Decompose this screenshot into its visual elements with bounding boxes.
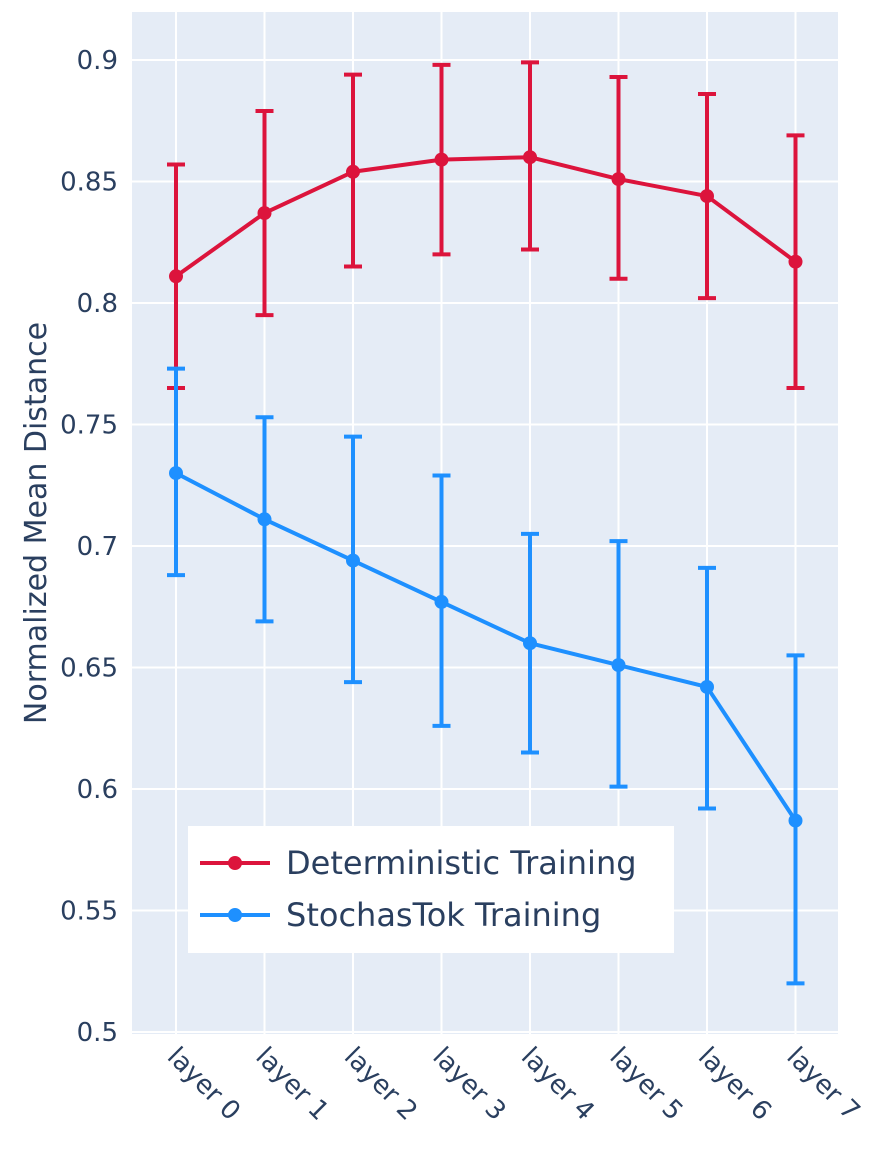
data-point — [169, 466, 183, 481]
data-point — [523, 150, 537, 165]
y-tick-label: 0.65 — [60, 654, 118, 684]
y-axis-ticks: 0.5 0.55 0.6 0.65 0.7 0.75 0.8 0.85 0.9 — [60, 46, 118, 1048]
x-tick-label: layer 1 — [250, 1042, 335, 1127]
data-point — [257, 206, 272, 221]
legend-item-1: StochasTok Training — [200, 896, 601, 934]
x-tick-label: layer 2 — [338, 1042, 423, 1127]
data-point — [169, 269, 183, 284]
data-point — [523, 636, 537, 651]
x-tick-label: layer 5 — [604, 1042, 689, 1127]
data-point — [257, 512, 272, 527]
data-point — [611, 172, 626, 187]
y-tick-label: 0.8 — [77, 289, 118, 319]
y-tick-label: 0.9 — [77, 46, 118, 76]
data-point — [788, 254, 803, 269]
y-tick-label: 0.85 — [60, 168, 118, 198]
y-tick-label: 0.6 — [77, 775, 118, 805]
x-tick-label: layer 4 — [515, 1042, 600, 1127]
series-0 — [167, 60, 805, 391]
legend[interactable]: Deterministic Training StochasTok Trainin… — [188, 826, 674, 953]
data-point — [346, 164, 360, 179]
series-line — [174, 155, 797, 278]
y-tick-label: 0.75 — [60, 411, 118, 441]
data-point — [700, 679, 714, 694]
series-group — [167, 60, 805, 986]
legend-box — [188, 826, 674, 953]
x-tick-label: layer 7 — [781, 1042, 866, 1127]
y-tick-label: 0.55 — [60, 897, 118, 927]
data-point — [788, 813, 803, 828]
y-axis-title: Normalized Mean Distance — [19, 322, 54, 724]
legend-label: Deterministic Training — [286, 844, 637, 882]
legend-label: StochasTok Training — [286, 896, 601, 934]
x-tick-label: layer 6 — [692, 1042, 777, 1127]
data-point — [434, 594, 449, 609]
data-point — [611, 658, 626, 673]
series-line — [175, 471, 798, 822]
legend-swatch-marker — [228, 856, 242, 870]
legend-swatch-marker — [228, 908, 242, 922]
y-tick-label: 0.7 — [77, 532, 118, 562]
x-tick-label: layer 0 — [161, 1042, 246, 1127]
data-point — [700, 189, 714, 204]
y-tick-label: 0.5 — [77, 1018, 118, 1048]
series-1 — [167, 366, 805, 986]
data-point — [434, 152, 449, 167]
data-point — [346, 553, 360, 568]
x-axis-ticks: layer 0 layer 1 layer 2 layer 3 layer 4 layer… — [161, 1042, 865, 1127]
x-tick-label: layer 3 — [427, 1042, 512, 1127]
legend-item-0: Deterministic Training — [200, 844, 637, 882]
